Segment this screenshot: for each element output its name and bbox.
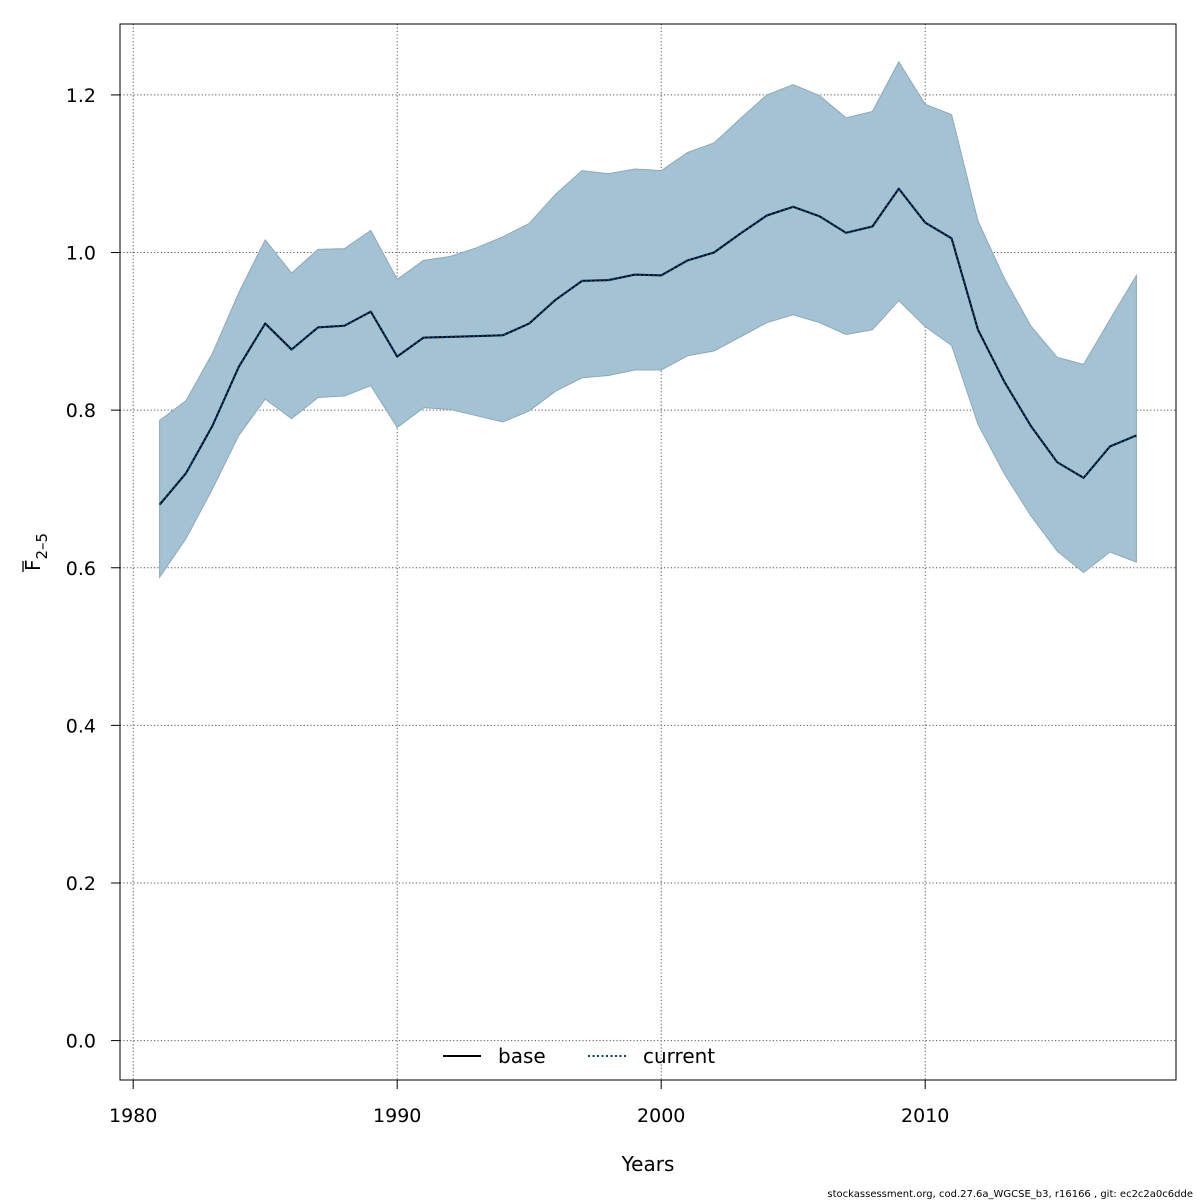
x-axis-title: Years bbox=[621, 1152, 675, 1176]
footer-note: stockassessment.org, cod.27.6a_WGCSE_b3,… bbox=[827, 1189, 1193, 1200]
legend: base current bbox=[443, 1044, 715, 1068]
y-tick-label-4: 0.8 bbox=[66, 400, 96, 422]
x-axis: 1980 1990 2000 2010 bbox=[109, 1079, 949, 1127]
y-axis: 0.0 0.2 0.4 0.6 0.8 1.0 1.2 bbox=[66, 85, 121, 1053]
y-axis-title: F2–5 bbox=[21, 533, 51, 572]
y-tick-label-2: 0.4 bbox=[66, 715, 96, 737]
y-tick-label-1: 0.2 bbox=[66, 873, 96, 895]
legend-label-current: current bbox=[643, 1044, 715, 1068]
x-tick-label-2: 2000 bbox=[637, 1105, 685, 1127]
y-tick-label-0: 0.0 bbox=[66, 1031, 96, 1053]
x-tick-label-3: 2010 bbox=[901, 1105, 949, 1127]
series-lines-layer bbox=[158, 187, 1137, 506]
confidence-band-layer bbox=[159, 60, 1137, 579]
legend-label-base: base bbox=[498, 1044, 546, 1068]
y-tick-label-6: 1.2 bbox=[66, 85, 96, 107]
svg-text:F2–5: F2–5 bbox=[21, 533, 51, 571]
y-axis-title-subscript: 2–5 bbox=[33, 533, 51, 560]
series-line-base bbox=[158, 187, 1137, 506]
y-axis-title-main: F bbox=[21, 560, 45, 572]
y-tick-label-3: 0.6 bbox=[66, 558, 96, 580]
x-tick-label-0: 1980 bbox=[109, 1105, 157, 1127]
y-tick-label-5: 1.0 bbox=[66, 243, 96, 265]
confidence-band bbox=[159, 60, 1137, 579]
x-tick-label-1: 1990 bbox=[373, 1105, 421, 1127]
